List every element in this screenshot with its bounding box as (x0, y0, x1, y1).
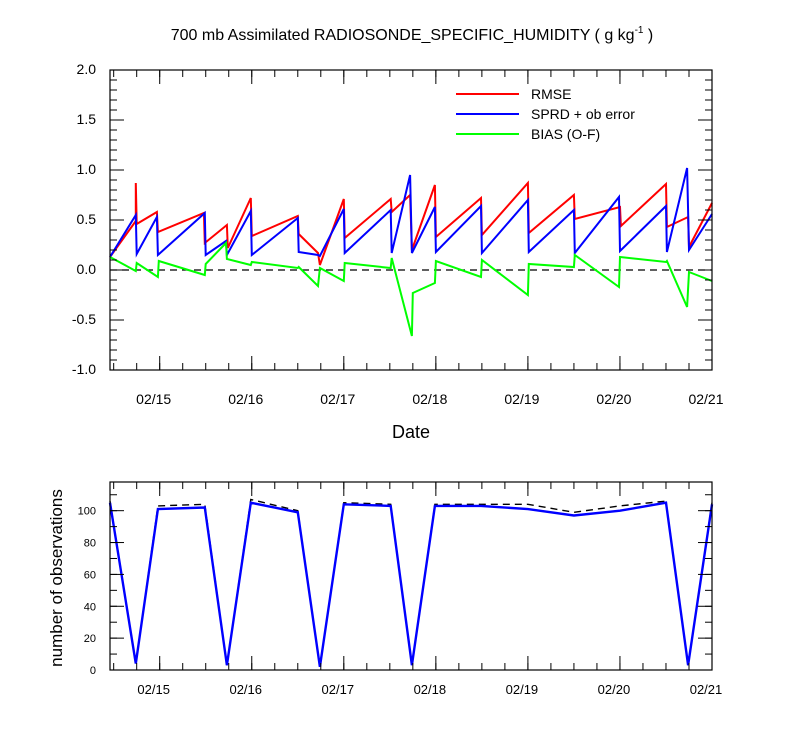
y-tick-label: 40 (84, 601, 96, 613)
y-tick-label: 60 (84, 569, 96, 581)
x-tick-label: 02/19 (504, 391, 539, 407)
series-line-bias-o-f- (109, 240, 713, 337)
x-tick-label: 02/21 (688, 391, 723, 407)
x-tick-label: 02/15 (136, 391, 171, 407)
tick-layer: 02/15 02/16 02/17 02/18 02/19 02/20 02/21 -1.0 -… (72, 61, 724, 407)
x-tick-label: 02/16 (229, 682, 262, 697)
chart-title-main: 700 mb Assimilated RADIOSONDE_SPECIFIC_H… (171, 27, 635, 44)
x-tick-label: 02/17 (320, 391, 355, 407)
y-tick-label: 2.0 (77, 61, 97, 77)
series-line-observations-used (108, 501, 714, 667)
chart-title-suffix: ) (643, 27, 653, 44)
y-tick-label: 100 (78, 506, 96, 518)
x-tick-label: 02/15 (137, 682, 170, 697)
series-line-observations-possible (109, 498, 713, 667)
observation-count-panel: 02/15 02/16 02/17 02/18 02/19 02/20 02/21 0 20 40… (47, 481, 723, 697)
y-tick-label: 0.5 (77, 211, 97, 227)
rmse-spread-bias-panel: 700 mb Assimilated RADIOSONDE_SPECIFIC_H… (72, 25, 724, 442)
legend-label: BIAS (O-F) (531, 126, 600, 142)
series-layer (108, 498, 714, 667)
x-tick-label: 02/17 (322, 682, 355, 697)
x-axis-label: Date (392, 422, 430, 442)
legend: RMSE SPRD + ob error BIAS (O-F) (456, 86, 635, 142)
plot-frame (109, 69, 713, 371)
legend-label: RMSE (531, 86, 571, 102)
y-tick-label: 1.0 (77, 161, 97, 177)
series-layer (109, 167, 713, 337)
x-tick-label: 02/19 (506, 682, 539, 697)
legend-label: SPRD + ob error (531, 106, 635, 122)
y-tick-label: 0.0 (77, 261, 97, 277)
y-tick-label: -1.0 (72, 361, 96, 377)
chart-title-superscript: -1 (635, 25, 644, 36)
x-tick-label: 02/20 (598, 682, 631, 697)
x-tick-label: 02/18 (414, 682, 447, 697)
plot-frame (109, 481, 713, 671)
y-axis-label: number of observations (47, 489, 66, 667)
y-tick-label: 20 (84, 633, 96, 645)
y-tick-label: 0 (90, 665, 96, 677)
x-tick-label: 02/18 (412, 391, 447, 407)
x-tick-label: 02/21 (690, 682, 723, 697)
y-tick-label: -0.5 (72, 311, 96, 327)
series-line-sprd-ob-error (109, 167, 713, 259)
x-tick-label: 02/16 (228, 391, 263, 407)
tick-layer: 02/15 02/16 02/17 02/18 02/19 02/20 02/21 0 20 40… (78, 482, 723, 697)
y-tick-label: 80 (84, 538, 96, 550)
x-tick-label: 02/20 (596, 391, 631, 407)
y-tick-label: 1.5 (77, 111, 97, 127)
chart-title: 700 mb Assimilated RADIOSONDE_SPECIFIC_H… (171, 25, 654, 44)
